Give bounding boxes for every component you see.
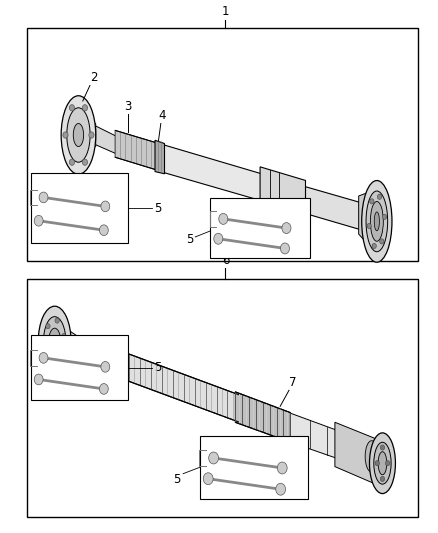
Bar xyxy=(31,173,128,244)
Circle shape xyxy=(219,213,228,224)
Polygon shape xyxy=(85,338,238,422)
Text: 3: 3 xyxy=(124,100,132,114)
Bar xyxy=(210,198,310,258)
Circle shape xyxy=(63,132,68,138)
Ellipse shape xyxy=(38,306,71,377)
Ellipse shape xyxy=(43,317,66,367)
Text: 2: 2 xyxy=(90,71,97,84)
Text: 7: 7 xyxy=(290,376,297,389)
Polygon shape xyxy=(70,332,87,362)
Circle shape xyxy=(82,104,88,111)
Ellipse shape xyxy=(365,441,378,472)
Circle shape xyxy=(276,483,286,495)
Bar xyxy=(27,279,418,517)
Circle shape xyxy=(101,361,110,372)
Ellipse shape xyxy=(61,96,96,174)
Polygon shape xyxy=(236,392,290,442)
Circle shape xyxy=(39,352,48,363)
Text: 5: 5 xyxy=(154,361,162,374)
Text: 5: 5 xyxy=(187,233,194,246)
Circle shape xyxy=(43,345,48,350)
Circle shape xyxy=(370,199,374,204)
Circle shape xyxy=(380,239,384,244)
Ellipse shape xyxy=(374,442,391,484)
Ellipse shape xyxy=(366,191,388,252)
Ellipse shape xyxy=(378,451,387,475)
Ellipse shape xyxy=(73,124,84,147)
Circle shape xyxy=(367,223,371,229)
Circle shape xyxy=(69,104,74,111)
Circle shape xyxy=(39,192,48,203)
Circle shape xyxy=(62,334,66,338)
Circle shape xyxy=(214,233,223,244)
Ellipse shape xyxy=(67,108,90,162)
Text: 5: 5 xyxy=(154,201,162,214)
Ellipse shape xyxy=(374,212,379,231)
Polygon shape xyxy=(305,187,360,229)
Circle shape xyxy=(99,384,108,394)
Circle shape xyxy=(82,159,88,165)
Polygon shape xyxy=(260,167,305,219)
Circle shape xyxy=(208,452,219,464)
Circle shape xyxy=(99,225,108,236)
Circle shape xyxy=(280,243,290,254)
Polygon shape xyxy=(335,422,378,485)
Text: 6: 6 xyxy=(222,254,229,267)
Circle shape xyxy=(34,374,43,385)
Circle shape xyxy=(277,462,287,474)
Circle shape xyxy=(46,324,50,329)
Circle shape xyxy=(380,445,385,450)
Polygon shape xyxy=(95,126,117,154)
Circle shape xyxy=(101,201,110,212)
Polygon shape xyxy=(164,145,297,211)
Ellipse shape xyxy=(370,433,396,494)
Circle shape xyxy=(59,354,64,360)
Bar xyxy=(200,436,307,499)
Ellipse shape xyxy=(371,201,383,241)
Circle shape xyxy=(203,473,213,484)
Circle shape xyxy=(282,223,291,233)
Circle shape xyxy=(55,318,59,323)
Polygon shape xyxy=(74,122,96,148)
Circle shape xyxy=(372,244,376,248)
Circle shape xyxy=(50,360,54,366)
Bar xyxy=(31,335,128,400)
Circle shape xyxy=(382,214,387,220)
Polygon shape xyxy=(359,190,374,252)
Circle shape xyxy=(69,159,74,165)
Circle shape xyxy=(34,215,43,226)
Polygon shape xyxy=(288,413,336,458)
Ellipse shape xyxy=(49,328,61,356)
Text: 1: 1 xyxy=(222,5,229,18)
Circle shape xyxy=(380,477,385,481)
Circle shape xyxy=(375,461,379,466)
Text: 4: 4 xyxy=(158,109,166,122)
Circle shape xyxy=(89,132,94,138)
Text: 5: 5 xyxy=(173,473,181,487)
Ellipse shape xyxy=(362,181,392,262)
Polygon shape xyxy=(115,131,156,170)
Bar xyxy=(27,28,418,261)
Circle shape xyxy=(378,194,381,199)
Polygon shape xyxy=(155,140,165,174)
Circle shape xyxy=(385,461,390,466)
